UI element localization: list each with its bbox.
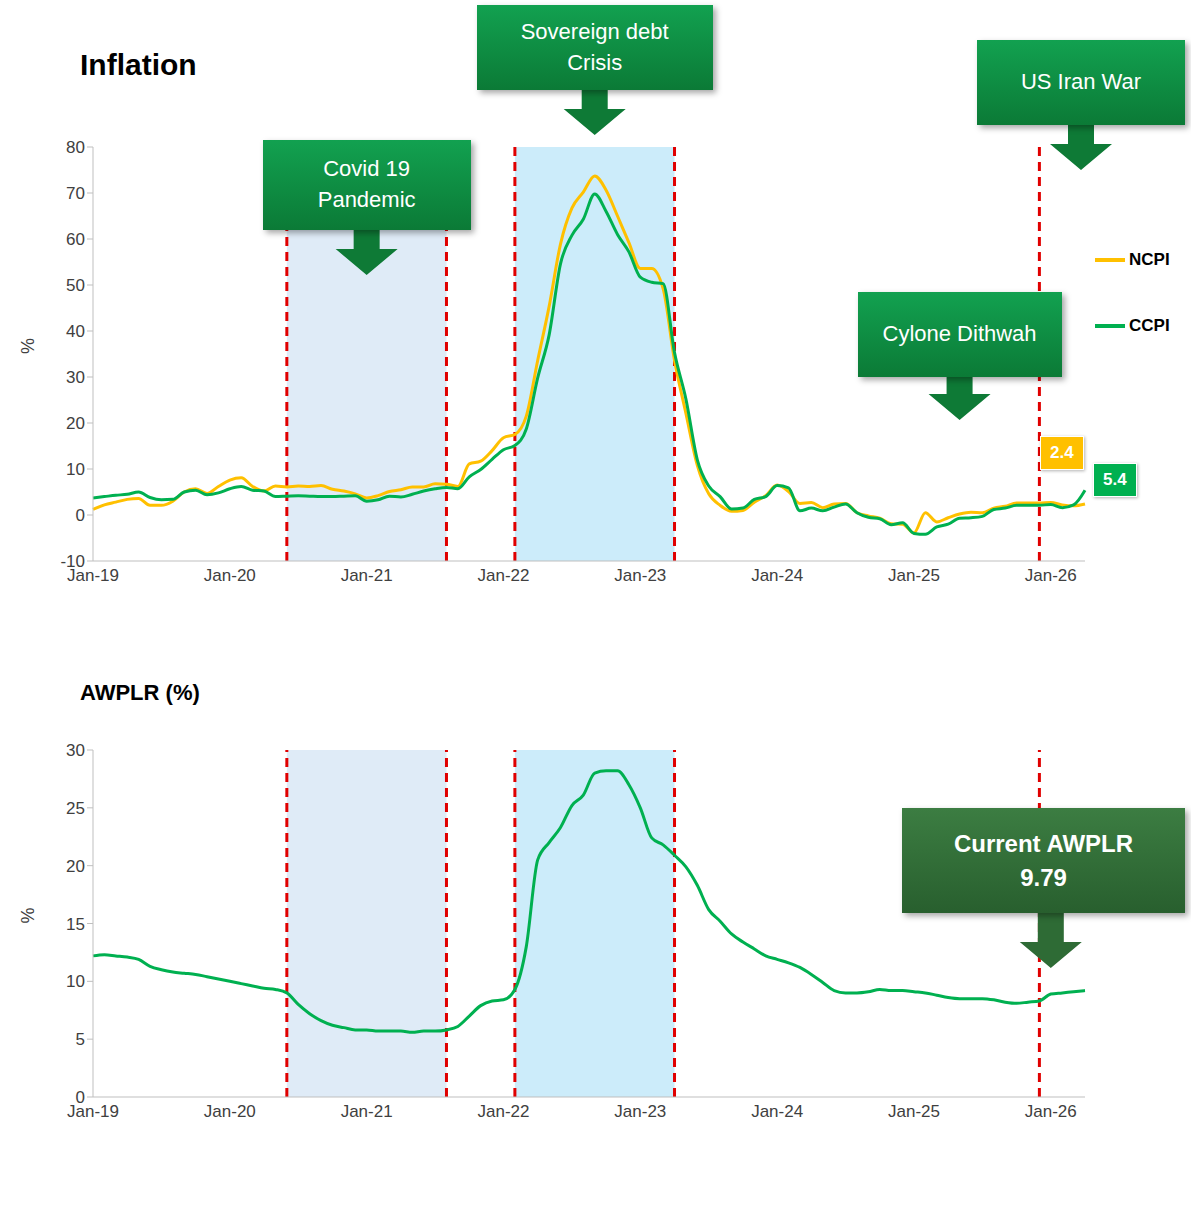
svg-text:5: 5 — [76, 1030, 85, 1049]
html-text:5.4: 5.4 — [1103, 470, 1127, 490]
svg-text:Jan-24: Jan-24 — [751, 566, 803, 585]
html-text:AWPLR (%): AWPLR (%) — [80, 680, 200, 705]
svg-text:20: 20 — [66, 414, 85, 433]
svg-text:30: 30 — [66, 368, 85, 387]
svg-text:15: 15 — [66, 915, 85, 934]
svg-text:Jan-25: Jan-25 — [888, 1102, 940, 1121]
html-text:CCPI: CCPI — [1129, 316, 1170, 335]
svg-text:60: 60 — [66, 230, 85, 249]
svg-text:Jan-21: Jan-21 — [341, 566, 393, 585]
svg-text:%: % — [18, 907, 38, 923]
svg-text:25: 25 — [66, 799, 85, 818]
svg-text:40: 40 — [66, 322, 85, 341]
svg-text:Jan-26: Jan-26 — [1025, 566, 1077, 585]
html-text:Covid 19 Pandemic: Covid 19 Pandemic — [317, 156, 416, 212]
html-text:NCPI: NCPI — [1129, 250, 1170, 269]
svg-text:-10: -10 — [60, 552, 85, 571]
svg-text:Jan-24: Jan-24 — [751, 1102, 803, 1121]
svg-text:20: 20 — [66, 857, 85, 876]
html-text:Inflation: Inflation — [80, 48, 197, 81]
svg-text:10: 10 — [66, 972, 85, 991]
svg-text:0: 0 — [76, 1088, 85, 1107]
svg-text:0: 0 — [76, 506, 85, 525]
html-text:Cylone Dithwah: Cylone Dithwah — [882, 321, 1037, 347]
svg-text:10: 10 — [66, 460, 85, 479]
svg-text:Jan-26: Jan-26 — [1025, 1102, 1077, 1121]
svg-text:Jan-23: Jan-23 — [614, 566, 666, 585]
svg-text:Jan-19: Jan-19 — [67, 1102, 119, 1122]
svg-text:Jan-20: Jan-20 — [204, 566, 256, 585]
svg-text:Jan-21: Jan-21 — [341, 1102, 393, 1121]
svg-text:Jan-19: Jan-19 — [67, 566, 119, 586]
svg-text:50: 50 — [66, 276, 85, 295]
svg-text:Jan-22: Jan-22 — [477, 566, 529, 585]
svg-text:Jan-23: Jan-23 — [614, 1102, 666, 1121]
svg-text:70: 70 — [66, 184, 85, 203]
svg-text:30: 30 — [66, 741, 85, 760]
svg-text:Jan-20: Jan-20 — [204, 1102, 256, 1121]
html-text:US Iran War: US Iran War — [1020, 69, 1142, 95]
html-text:2.4: 2.4 — [1050, 443, 1074, 462]
html-text:Sovereign debt Crisis: Sovereign debt Crisis — [520, 18, 669, 75]
svg-text:Jan-22: Jan-22 — [477, 1102, 529, 1121]
html-text:Current AWPLR: Current AWPLR — [953, 829, 1133, 857]
svg-text:Jan-25: Jan-25 — [888, 566, 940, 585]
html-text:9.79: 9.79 — [1020, 863, 1067, 891]
svg-text:80: 80 — [66, 138, 85, 157]
svg-text:%: % — [18, 338, 38, 354]
